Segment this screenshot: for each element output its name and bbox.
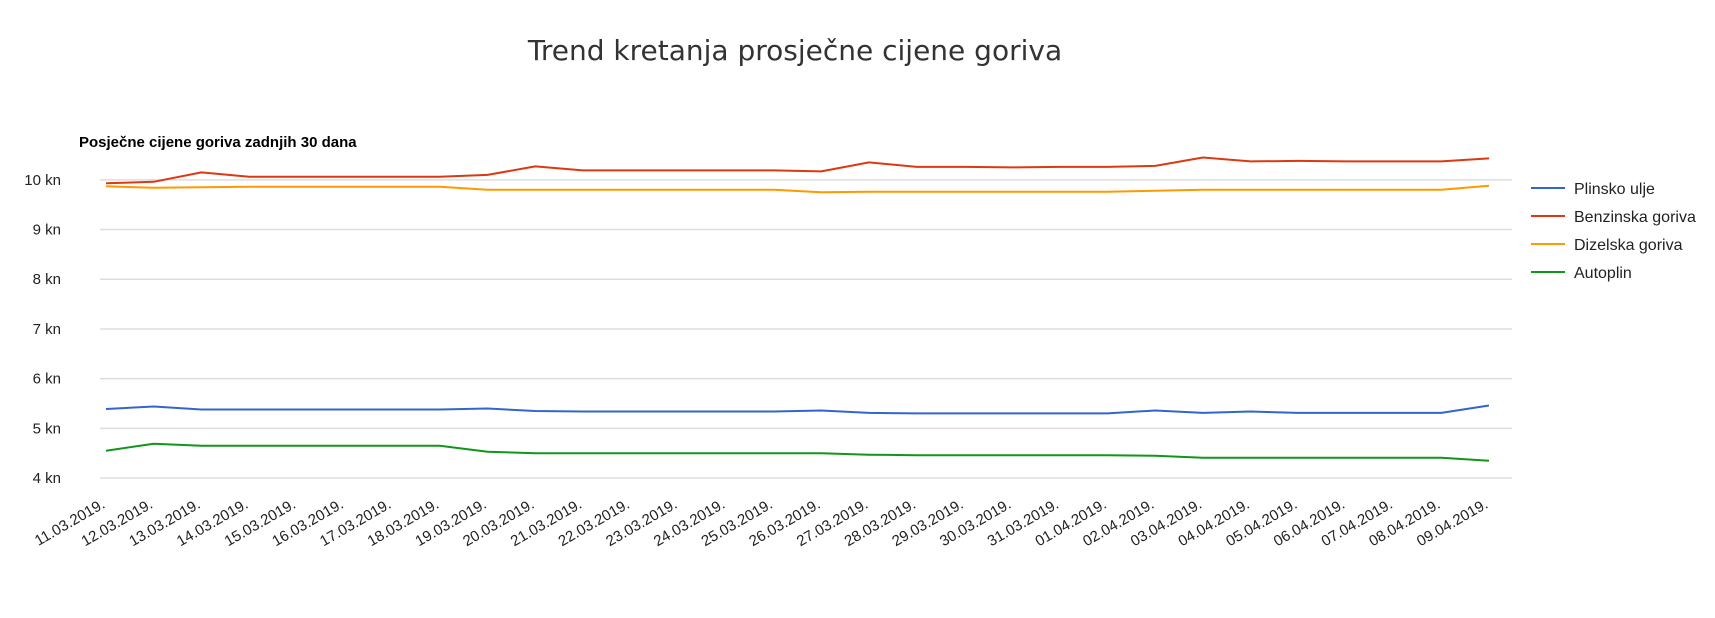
legend: Plinsko ulje Benzinska goriva Dizelska gor… bbox=[1531, 181, 1696, 282]
y-axis: 4 kn 5 kn 6 kn 7 kn 8 kn 9 kn 10 kn bbox=[24, 172, 61, 487]
chart-subtitle: Posječne cijene goriva zadnjih 30 dana bbox=[79, 134, 357, 151]
legend-label-dizelska-goriva: Dizelska goriva bbox=[1574, 237, 1683, 254]
series-line-benzinska-goriva bbox=[105, 156, 1490, 185]
series-layer bbox=[105, 156, 1490, 462]
y-tick-label: 10 kn bbox=[24, 172, 61, 189]
page-title: Trend kretanja prosječne cijene goriva bbox=[527, 34, 1063, 67]
series-line-autoplin bbox=[105, 442, 1490, 462]
y-tick-label: 9 kn bbox=[33, 222, 61, 239]
y-tick-label: 5 kn bbox=[33, 420, 61, 437]
series-line-plinsko-ulje bbox=[105, 404, 1490, 415]
y-tick-label: 4 kn bbox=[33, 470, 61, 487]
legend-label-autoplin: Autoplin bbox=[1574, 265, 1632, 282]
y-tick-label: 7 kn bbox=[33, 321, 61, 338]
legend-label-plinsko-ulje: Plinsko ulje bbox=[1574, 181, 1655, 198]
x-axis: 11.03.2019.12.03.2019.13.03.2019.14.03.2… bbox=[32, 496, 1491, 550]
y-tick-label: 6 kn bbox=[33, 371, 61, 388]
legend-label-benzinska-goriva: Benzinska goriva bbox=[1574, 209, 1696, 226]
series-line-dizelska-goriva bbox=[105, 184, 1490, 194]
y-tick-label: 8 kn bbox=[33, 271, 61, 288]
grid-layer bbox=[100, 179, 1512, 479]
